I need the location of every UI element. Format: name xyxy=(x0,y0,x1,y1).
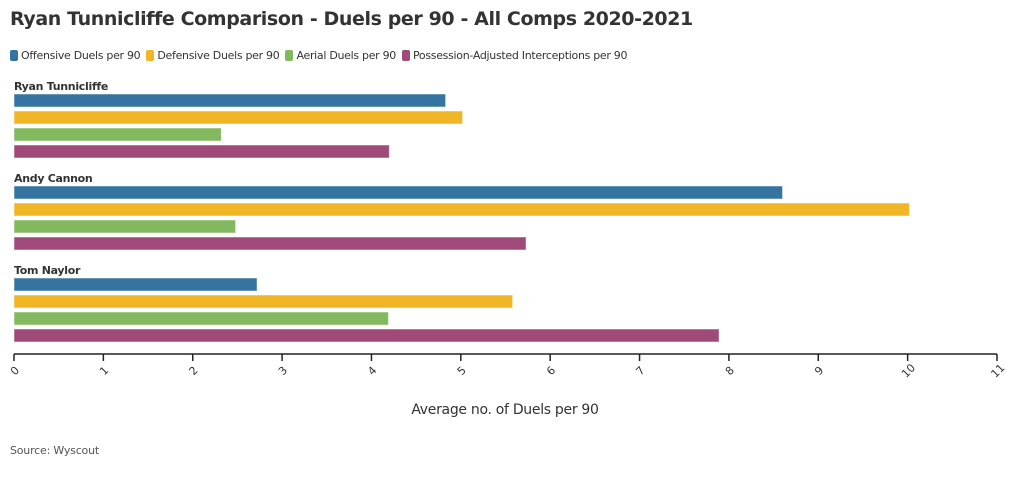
legend: Offensive Duels per 90 Defensive Duels p… xyxy=(10,49,633,62)
x-tick-label-3: 3 xyxy=(276,364,290,378)
bar-tom-naylor-aerial-duels-per-90 xyxy=(13,311,389,326)
legend-swatch-defensive xyxy=(146,50,155,61)
x-tick-label-2: 2 xyxy=(187,364,201,378)
bar-andy-cannon-defensive-duels-per-90 xyxy=(13,202,910,217)
legend-label-aerial: Aerial Duels per 90 xyxy=(296,49,396,62)
bar-tom-naylor-offensive-duels-per-90 xyxy=(13,277,258,292)
x-tick-label-8: 8 xyxy=(723,364,737,378)
x-tick-label-6: 6 xyxy=(544,364,558,378)
legend-swatch-offensive xyxy=(10,50,18,61)
bar-tom-naylor-possession-adjusted-interceptions-per-90 xyxy=(13,328,720,343)
x-tick-label-0: 0 xyxy=(8,364,22,378)
group-label-ryan-tunnicliffe: Ryan Tunnicliffe xyxy=(14,80,108,93)
x-tick-label-4: 4 xyxy=(365,364,379,378)
legend-label-defensive: Defensive Duels per 90 xyxy=(157,49,280,62)
x-tick-label-1: 1 xyxy=(97,364,111,378)
bar-andy-cannon-offensive-duels-per-90 xyxy=(13,185,784,200)
legend-label-interceptions: Possession-Adjusted Interceptions per 90 xyxy=(412,49,628,62)
x-tick-label-10: 10 xyxy=(899,361,918,380)
bar-andy-cannon-possession-adjusted-interceptions-per-90 xyxy=(13,236,527,251)
legend-item-interceptions: Possession-Adjusted Interceptions per 90 xyxy=(401,49,628,62)
legend-item-aerial: Aerial Duels per 90 xyxy=(285,49,396,62)
legend-item-offensive: Offensive Duels per 90 xyxy=(10,49,141,62)
x-tick-label-11: 11 xyxy=(988,361,1007,380)
legend-label-offensive: Offensive Duels per 90 xyxy=(21,49,141,62)
legend-item-defensive: Defensive Duels per 90 xyxy=(146,49,280,62)
bar-tom-naylor-defensive-duels-per-90 xyxy=(13,294,514,309)
x-tick-label-5: 5 xyxy=(455,364,469,378)
bar-ryan-tunnicliffe-possession-adjusted-interceptions-per-90 xyxy=(13,144,390,159)
group-label-andy-cannon: Andy Cannon xyxy=(14,172,92,185)
legend-swatch-aerial xyxy=(285,50,294,61)
bar-andy-cannon-aerial-duels-per-90 xyxy=(13,219,237,234)
bar-ryan-tunnicliffe-aerial-duels-per-90 xyxy=(13,127,222,142)
source-note: Source: Wyscout xyxy=(10,444,99,457)
x-tick-label-9: 9 xyxy=(812,364,826,378)
bar-ryan-tunnicliffe-defensive-duels-per-90 xyxy=(13,110,464,125)
bar-ryan-tunnicliffe-offensive-duels-per-90 xyxy=(13,93,447,108)
chart-title: Ryan Tunnicliffe Comparison - Duels per … xyxy=(10,8,693,30)
x-tick-label-7: 7 xyxy=(633,364,647,378)
x-axis-label: Average no. of Duels per 90 xyxy=(411,402,599,418)
group-label-tom-naylor: Tom Naylor xyxy=(14,264,81,277)
legend-swatch-interceptions xyxy=(401,50,410,61)
